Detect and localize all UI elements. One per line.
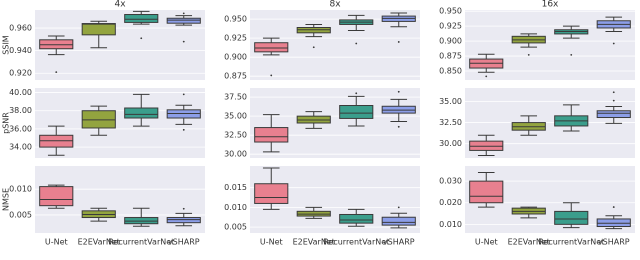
box [81,23,116,36]
y-tick-label: 40.00 [9,88,32,97]
x-tick-label: U-Net [45,238,68,247]
y-tick-label: 0.010 [224,203,247,212]
x-tick-label: U-Net [475,238,498,247]
y-tick-label: 38.00 [9,106,32,115]
outlier [397,206,400,209]
outlier [182,93,185,96]
y-tick-label: 0.875 [224,72,247,81]
outlier [612,91,615,94]
y-tick-label: 36.00 [9,124,32,133]
y-tick-label: 0.900 [439,37,462,46]
outlier [397,90,400,93]
y-tick-label: 34.00 [9,143,32,152]
y-tick-label: 0.010 [439,220,462,229]
box [254,127,289,143]
y-tick-label: 0.030 [439,177,462,186]
y-tick-label: 0.950 [224,15,247,24]
box [254,42,289,53]
outlier [397,41,400,43]
outlier [570,53,573,56]
plot-background [250,88,420,158]
y-tick-label: 35.00 [439,97,462,106]
y-tick-label: 0.925 [224,34,247,43]
outlier [355,92,358,95]
x-tick-label: RecurrentVarNet [538,238,604,247]
chart-title: 4x [114,0,126,10]
y-tick-label: 0.010 [9,185,32,194]
outlier [355,42,358,45]
y-tick-label: 0.900 [224,53,247,62]
box [166,17,201,24]
y-tick-label: 30.00 [439,139,462,148]
box [254,183,289,204]
y-tick-label: 0.940 [9,46,32,55]
outlier [140,37,143,40]
x-tick-label: vSHARP [168,238,200,247]
box [124,14,159,23]
x-tick-label: RecurrentVarNet [108,238,174,247]
y-tick-label: 0.875 [439,52,462,61]
chart-title: 16x [542,0,559,10]
y-tick-label: 35.00 [224,112,247,121]
outlier [312,46,315,49]
x-tick-label: vSHARP [383,238,415,247]
outlier [182,128,185,131]
y-tick-label: 32.50 [439,118,462,127]
x-tick-label: U-Net [260,238,283,247]
y-tick-label: 0.925 [439,22,462,31]
box [39,186,74,207]
box [339,213,374,224]
box [39,39,74,50]
y-tick-label: 0.850 [439,67,462,76]
outlier [397,125,400,128]
outlier [527,53,530,56]
box [469,180,504,204]
y-tick-label: 0.005 [224,223,247,232]
x-tick-label: E2EVarNet [78,238,120,247]
x-tick-label: E2EVarNet [508,238,550,247]
outlier [270,74,273,77]
outlier [485,75,488,78]
y-axis-label: SSIM [2,35,11,55]
y-axis-label: pSNR [2,112,11,134]
outlier [182,12,185,15]
box [596,110,631,119]
box [339,105,374,119]
y-tick-label: 0.920 [9,69,32,78]
y-axis-label: NMSE [2,188,11,211]
box [596,218,631,228]
x-tick-label: RecurrentVarNet [323,238,389,247]
y-tick-label: 30.00 [224,150,247,159]
y-tick-label: 37.50 [224,93,247,102]
x-tick-label: vSHARP [598,238,630,247]
box [124,217,159,225]
outlier [55,71,58,73]
box [124,107,159,119]
outlier [182,207,185,210]
box [554,210,589,225]
outlier [182,40,185,43]
y-tick-label: 0.950 [439,7,462,16]
x-tick-label: E2EVarNet [293,238,335,247]
y-tick-label: 0.020 [439,198,462,207]
chart-title: 8x [329,0,341,10]
box [381,216,416,226]
outlier [612,99,615,102]
y-tick-label: 0.005 [9,210,32,219]
outlier [612,42,615,45]
y-tick-label: 0.960 [9,24,32,33]
box [166,217,201,224]
y-tick-label: 32.50 [224,131,247,140]
y-tick-label: 0.015 [224,183,247,192]
outlier [612,206,615,208]
